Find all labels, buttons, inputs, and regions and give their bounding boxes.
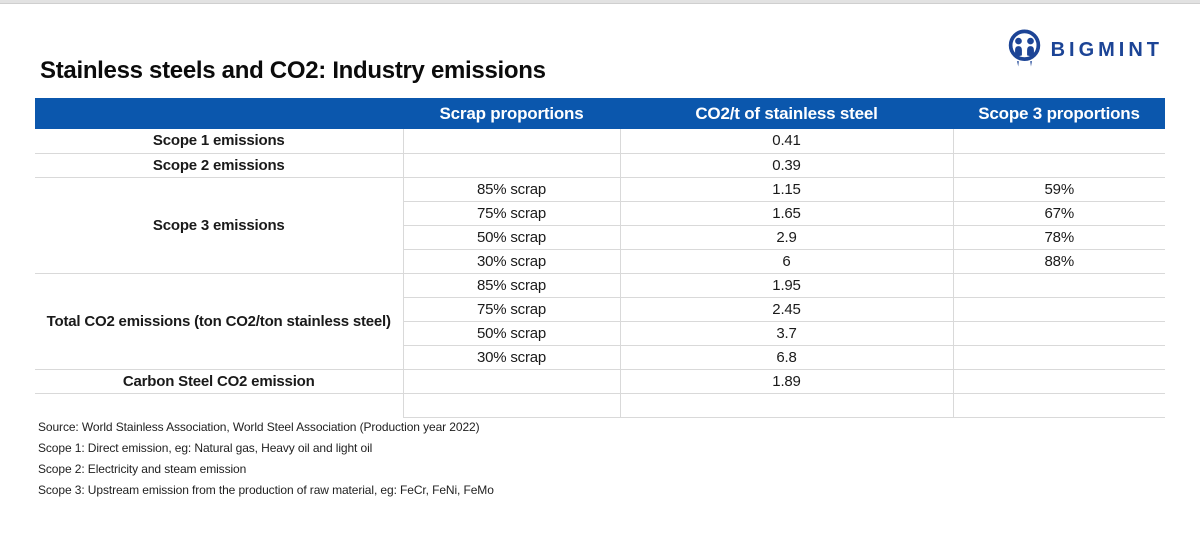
emissions-table: Scrap proportions CO2/t of stainless ste… xyxy=(35,98,1165,418)
cell-scrap: 75% scrap xyxy=(403,297,621,322)
footnote-scope3: Scope 3: Upstream emission from the prod… xyxy=(38,483,494,497)
cell-co2: 2.45 xyxy=(620,297,954,322)
cell-scope3: 59% xyxy=(953,177,1165,202)
page-title: Stainless steels and CO2: Industry emiss… xyxy=(40,57,546,84)
cell-scrap xyxy=(403,393,621,418)
cell-scope3 xyxy=(953,273,1165,298)
cell-co2: 6 xyxy=(620,249,954,274)
cell-co2: 1.89 xyxy=(620,369,954,394)
cell-scrap: 85% scrap xyxy=(403,177,621,202)
footnote-scope2: Scope 2: Electricity and steam emission xyxy=(38,462,247,476)
cell-label xyxy=(35,393,404,417)
header-scrap-proportions: Scrap proportions xyxy=(403,98,620,129)
header-scope3-proportions: Scope 3 proportions xyxy=(953,98,1165,129)
cell-co2 xyxy=(620,393,954,418)
cell-scope3 xyxy=(953,297,1165,322)
cell-scope3 xyxy=(953,369,1165,394)
cell-scope3: 88% xyxy=(953,249,1165,274)
table-row: Scope 1 emissions 0.41 xyxy=(35,129,1165,154)
cell-co2: 0.41 xyxy=(620,129,954,154)
cell-label-total-group: Total CO2 emissions (ton CO2/ton stainle… xyxy=(35,273,404,370)
header-category xyxy=(35,98,403,129)
cell-label: Carbon Steel CO2 emission xyxy=(35,369,404,394)
cell-scope3: 78% xyxy=(953,225,1165,250)
brand-logo: BIGMINT xyxy=(1006,28,1163,73)
cell-scrap xyxy=(403,129,621,154)
brand-name: BIGMINT xyxy=(1050,39,1163,61)
table-row: 50% scrap 2.9 78% xyxy=(35,225,1165,250)
cell-scrap: 85% scrap xyxy=(403,273,621,298)
cell-co2: 2.9 xyxy=(620,225,954,250)
table-row: 50% scrap 3.7 xyxy=(35,321,1165,346)
cell-co2: 1.95 xyxy=(620,273,954,298)
cell-label-scope3-group: Scope 3 emissions xyxy=(35,177,404,274)
cell-scrap xyxy=(403,369,621,394)
bigmint-logo-icon xyxy=(1006,28,1043,73)
cell-scope3: 67% xyxy=(953,201,1165,226)
cell-scrap: 50% scrap xyxy=(403,225,621,250)
table-header-row: Scrap proportions CO2/t of stainless ste… xyxy=(35,98,1165,129)
cell-scope3 xyxy=(953,393,1165,418)
cell-scope3 xyxy=(953,345,1165,370)
cell-scope3 xyxy=(953,321,1165,346)
cell-scrap: 30% scrap xyxy=(403,249,621,274)
top-divider xyxy=(0,0,1200,4)
table-row: Scope 2 emissions 0.39 xyxy=(35,153,1165,178)
table-row: 30% scrap 6.8 xyxy=(35,345,1165,370)
cell-scrap xyxy=(403,153,621,178)
footnote-scope1: Scope 1: Direct emission, eg: Natural ga… xyxy=(38,441,373,455)
table-row: Scope 3 emissions 85% scrap 1.15 59% xyxy=(35,177,1165,274)
table-row: 75% scrap 1.65 67% xyxy=(35,201,1165,226)
cell-scrap: 75% scrap xyxy=(403,201,621,226)
cell-label: Scope 2 emissions xyxy=(35,153,404,178)
table-row: 30% scrap 6 88% xyxy=(35,249,1165,274)
cell-scrap: 50% scrap xyxy=(403,321,621,346)
footnotes: Source: World Stainless Association, Wor… xyxy=(38,420,1138,504)
cell-co2: 1.15 xyxy=(620,177,954,202)
cell-label: Scope 1 emissions xyxy=(35,129,404,154)
cell-co2: 3.7 xyxy=(620,321,954,346)
footnote-source: Source: World Stainless Association, Wor… xyxy=(38,420,480,434)
cell-scope3 xyxy=(953,153,1165,178)
table-row-empty xyxy=(35,393,1165,418)
table-row: Total CO2 emissions (ton CO2/ton stainle… xyxy=(35,273,1165,370)
cell-co2: 0.39 xyxy=(620,153,954,178)
cell-scope3 xyxy=(953,129,1165,154)
header-co2-per-ton: CO2/t of stainless steel xyxy=(620,98,953,129)
cell-scrap: 30% scrap xyxy=(403,345,621,370)
table-row: Carbon Steel CO2 emission 1.89 xyxy=(35,369,1165,394)
cell-co2: 1.65 xyxy=(620,201,954,226)
cell-co2: 6.8 xyxy=(620,345,954,370)
table-row: 75% scrap 2.45 xyxy=(35,297,1165,322)
